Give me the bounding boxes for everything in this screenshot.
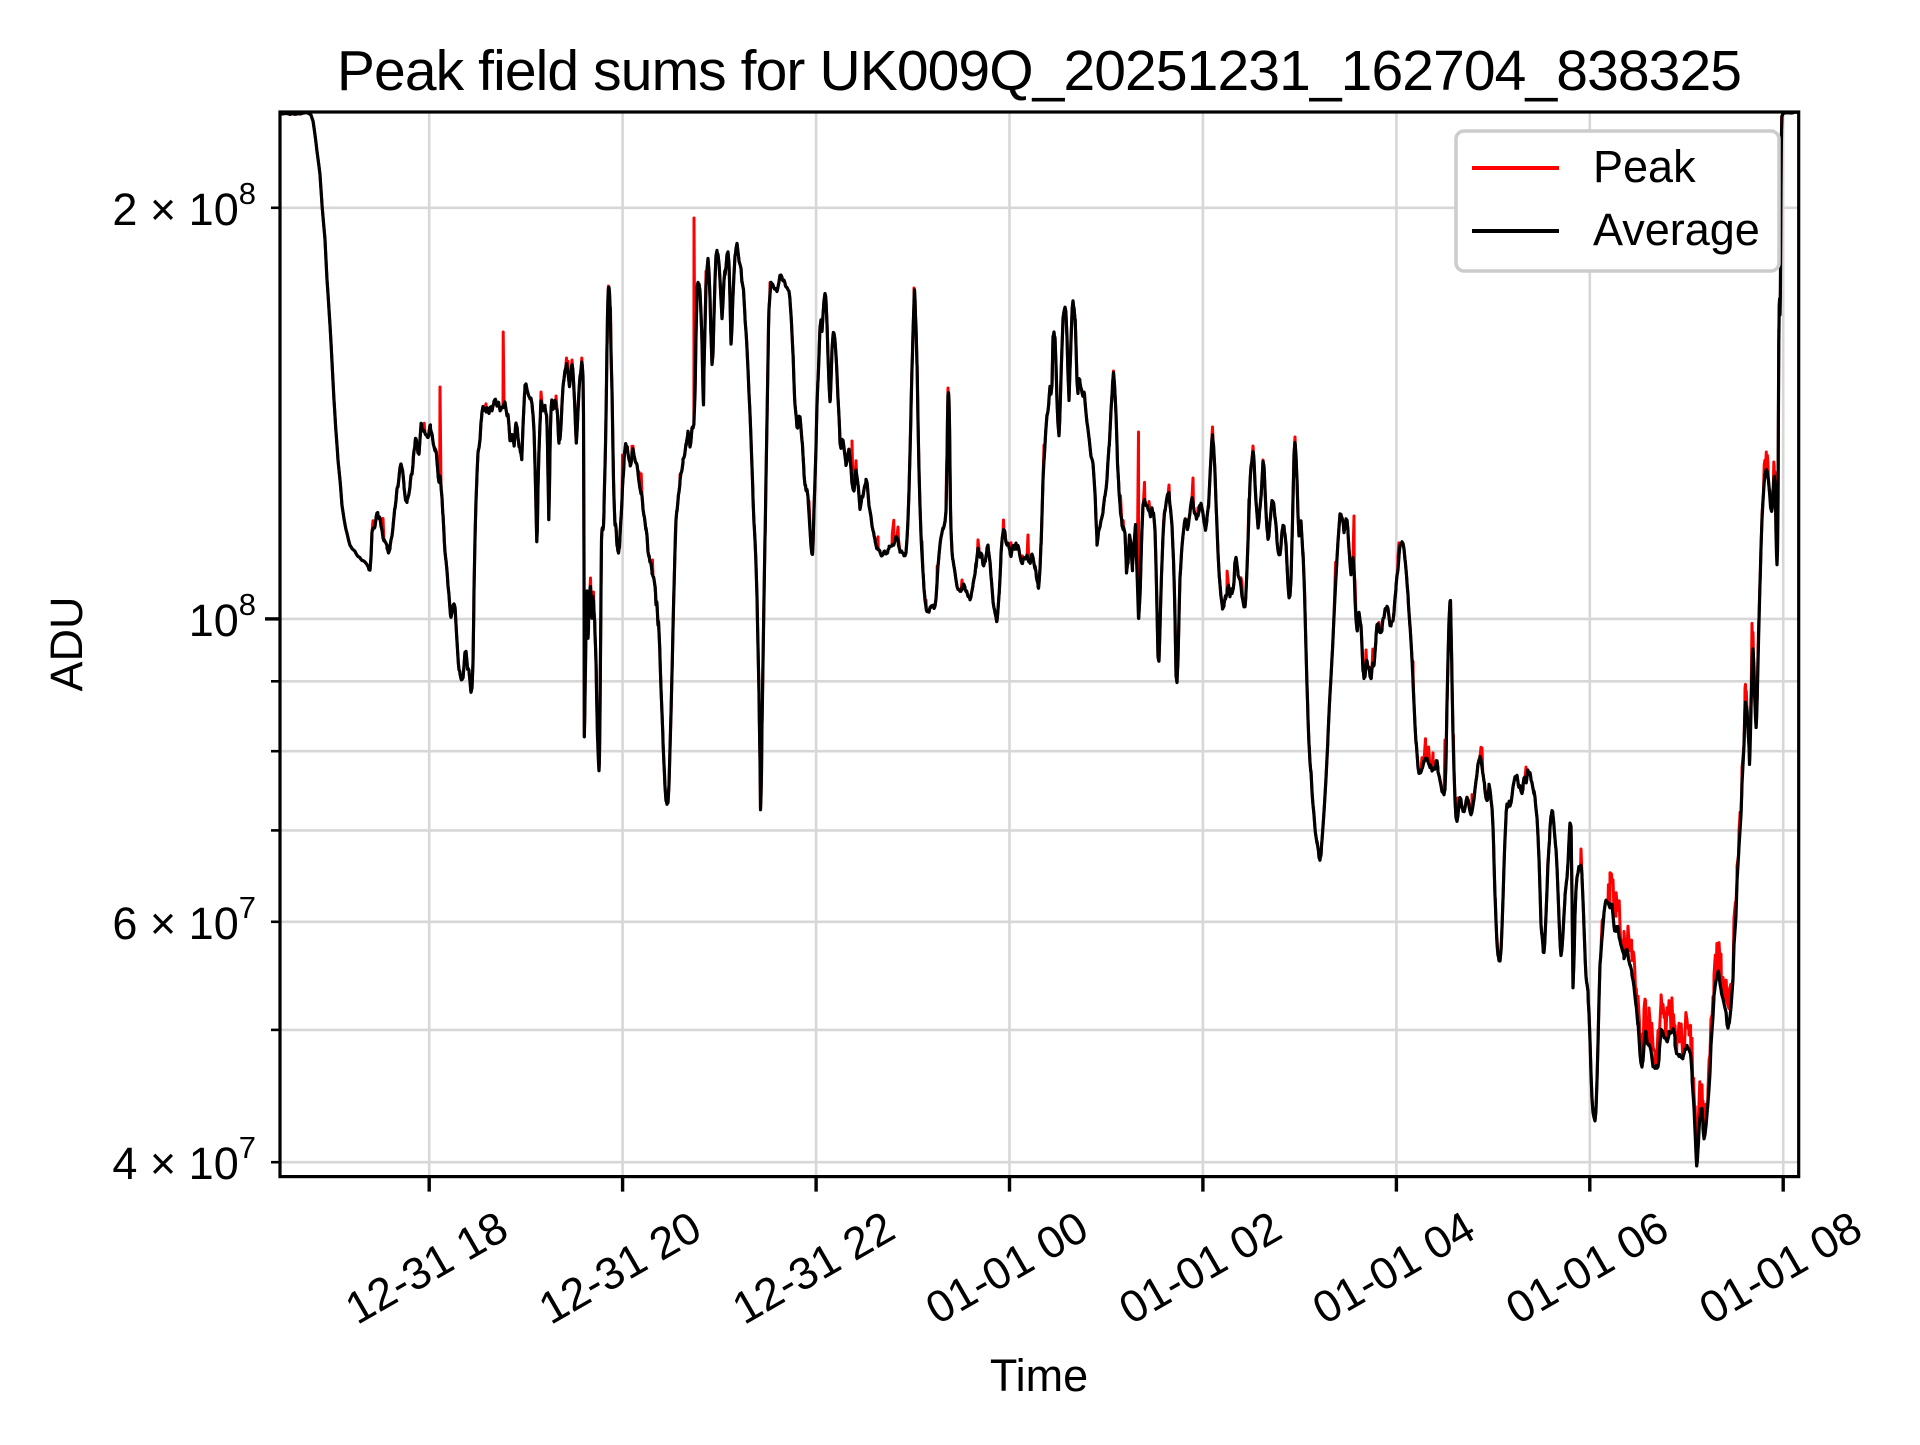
svg-text:Time: Time xyxy=(990,1350,1088,1401)
svg-text:Average: Average xyxy=(1593,204,1760,255)
svg-text:Peak: Peak xyxy=(1593,141,1696,192)
svg-text:Peak field sums for UK009Q_202: Peak field sums for UK009Q_20251231_1627… xyxy=(337,39,1741,103)
svg-text:4 × 107: 4 × 107 xyxy=(112,1130,256,1189)
svg-text:6 × 107: 6 × 107 xyxy=(112,890,256,949)
svg-text:2 × 108: 2 × 108 xyxy=(112,176,256,235)
svg-text:ADU: ADU xyxy=(41,596,92,691)
